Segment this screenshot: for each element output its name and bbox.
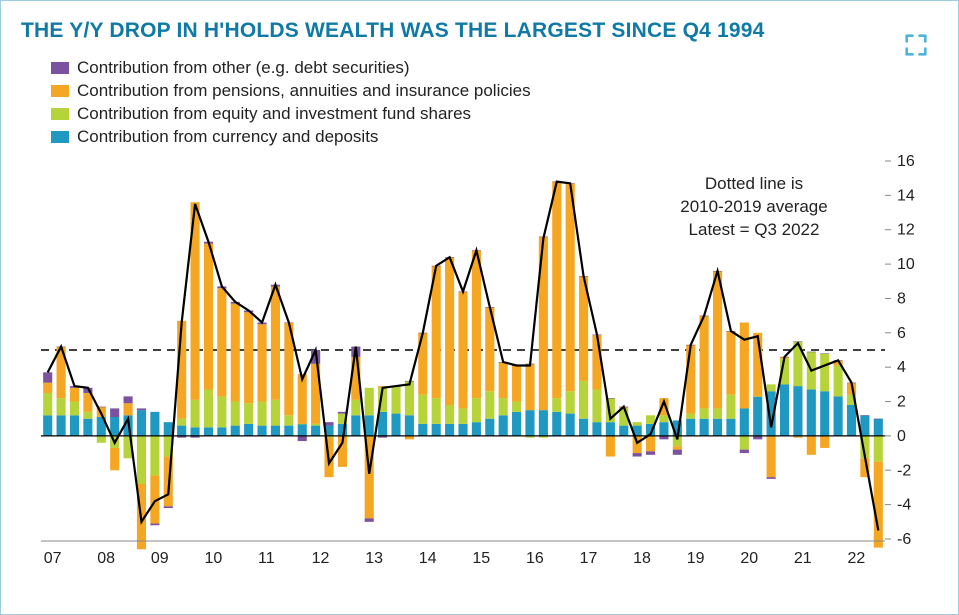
legend-item-pensions: Contribution from pensions, annuities an…: [51, 80, 940, 103]
svg-text:16: 16: [526, 550, 544, 567]
svg-text:19: 19: [687, 550, 705, 567]
legend-label-other: Contribution from other (e.g. debt secur…: [77, 57, 410, 80]
legend-swatch-currency: [51, 131, 69, 143]
svg-text:14: 14: [419, 550, 437, 567]
svg-text:-4: -4: [897, 496, 911, 513]
svg-text:6: 6: [897, 325, 906, 342]
svg-text:0: 0: [897, 428, 906, 445]
svg-text:21: 21: [794, 550, 812, 567]
svg-text:15: 15: [472, 550, 490, 567]
expand-icon-svg: [902, 31, 930, 59]
svg-text:8: 8: [897, 290, 906, 307]
expand-icon[interactable]: [902, 31, 930, 59]
svg-text:07: 07: [44, 550, 62, 567]
svg-text:2: 2: [897, 393, 906, 410]
svg-text:-2: -2: [897, 462, 911, 479]
chart-container: -6 -4 -2 0 2 4 6 8 10 12 14 16 07 08 09 10 11 12 13 14 15 16 1…: [19, 153, 940, 573]
svg-text:08: 08: [97, 550, 115, 567]
svg-text:13: 13: [365, 550, 383, 567]
svg-text:09: 09: [151, 550, 169, 567]
chart-frame: THE Y/Y DROP IN H'HOLDS WEALTH WAS THE L…: [0, 0, 959, 615]
legend-item-equity: Contribution from equity and investment …: [51, 103, 940, 126]
chart-svg: -6 -4 -2 0 2 4 6 8 10 12 14 16 07 08 09 10 11 12 13 14 15 16 1…: [19, 153, 939, 573]
legend-label-currency: Contribution from currency and deposits: [77, 126, 378, 149]
svg-text:10: 10: [204, 550, 222, 567]
svg-text:10: 10: [897, 256, 915, 273]
svg-text:12: 12: [312, 550, 330, 567]
legend-label-equity: Contribution from equity and investment …: [77, 103, 471, 126]
svg-text:18: 18: [633, 550, 651, 567]
svg-text:16: 16: [897, 153, 915, 170]
svg-text:4: 4: [897, 359, 906, 376]
legend-item-currency: Contribution from currency and deposits: [51, 126, 940, 149]
svg-text:14: 14: [897, 187, 915, 204]
chart-title: THE Y/Y DROP IN H'HOLDS WEALTH WAS THE L…: [21, 19, 940, 43]
legend-item-other: Contribution from other (e.g. debt secur…: [51, 57, 940, 80]
svg-text:-6: -6: [897, 531, 911, 548]
svg-text:11: 11: [258, 550, 275, 567]
legend-swatch-other: [51, 62, 69, 74]
legend: Contribution from other (e.g. debt secur…: [51, 57, 940, 149]
svg-text:17: 17: [580, 550, 598, 567]
legend-swatch-equity: [51, 108, 69, 120]
svg-text:22: 22: [848, 550, 866, 567]
legend-swatch-pensions: [51, 85, 69, 97]
legend-label-pensions: Contribution from pensions, annuities an…: [77, 80, 531, 103]
svg-text:12: 12: [897, 221, 915, 238]
svg-text:20: 20: [740, 550, 758, 567]
